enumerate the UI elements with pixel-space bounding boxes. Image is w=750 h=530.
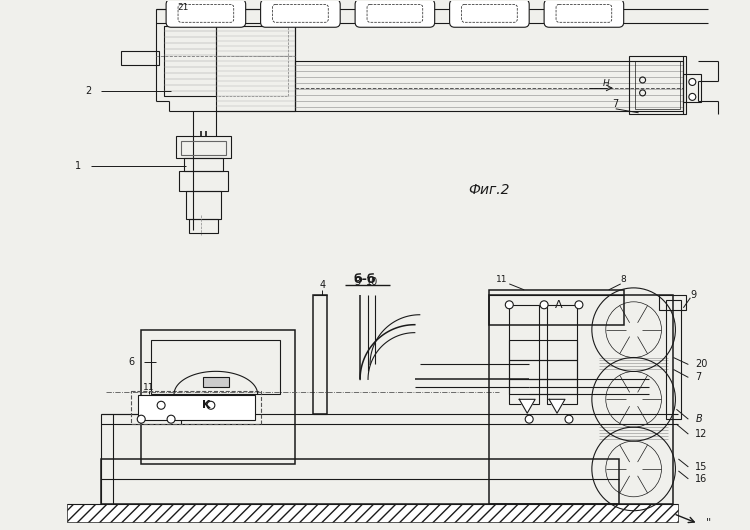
Bar [67, 504, 679, 522]
Circle shape [688, 78, 696, 85]
Bar [131, 391, 260, 424]
Bar [628, 56, 686, 114]
Bar [509, 359, 577, 379]
Bar [141, 330, 296, 464]
Text: 21: 21 [177, 3, 189, 12]
Text: 7: 7 [695, 373, 701, 383]
Circle shape [137, 415, 146, 423]
Circle shape [540, 301, 548, 309]
Text: 3: 3 [354, 277, 360, 287]
Bar [683, 74, 701, 102]
Bar [658, 295, 686, 310]
Circle shape [688, 93, 696, 100]
Text: 1: 1 [76, 161, 82, 171]
Text: 11: 11 [496, 276, 507, 285]
Bar [490, 295, 674, 503]
Circle shape [167, 415, 175, 423]
Text: K: K [202, 400, 210, 410]
Text: 10: 10 [366, 277, 378, 287]
Bar [164, 26, 216, 96]
Bar [181, 140, 226, 155]
Text: 6: 6 [128, 358, 134, 367]
Bar [186, 191, 220, 219]
Bar [490, 290, 624, 325]
Polygon shape [519, 399, 536, 413]
Text: Фиг.2: Фиг.2 [469, 183, 510, 197]
Bar [189, 219, 217, 233]
Polygon shape [549, 399, 565, 413]
Text: 2: 2 [86, 86, 92, 96]
Bar [509, 379, 577, 394]
Text: 9: 9 [690, 290, 697, 300]
Bar [203, 377, 229, 387]
Text: б-б: б-б [354, 273, 376, 286]
Bar [634, 61, 680, 109]
Bar [122, 51, 159, 65]
Text: 4: 4 [320, 280, 326, 290]
Circle shape [565, 415, 573, 423]
Bar [138, 395, 255, 420]
FancyBboxPatch shape [449, 0, 530, 27]
FancyBboxPatch shape [355, 0, 435, 27]
Bar [179, 172, 228, 191]
Bar [216, 26, 296, 111]
Circle shape [158, 401, 165, 409]
Text: 11: 11 [143, 383, 155, 392]
Text: A: A [555, 300, 562, 310]
FancyBboxPatch shape [544, 0, 624, 27]
Text: H: H [602, 80, 609, 89]
Bar [164, 26, 289, 96]
Text: 8: 8 [621, 276, 626, 285]
Bar [152, 340, 280, 394]
FancyBboxPatch shape [166, 0, 246, 27]
Bar [296, 61, 683, 111]
Bar [176, 136, 231, 157]
Text: B: B [695, 414, 702, 424]
Bar [509, 340, 577, 359]
Circle shape [207, 401, 214, 409]
Bar [184, 157, 223, 172]
Circle shape [575, 301, 583, 309]
Circle shape [506, 301, 513, 309]
Bar [547, 305, 577, 404]
Text: 12: 12 [695, 429, 708, 439]
Text: 15: 15 [695, 462, 708, 472]
FancyBboxPatch shape [260, 0, 340, 27]
Text: 20: 20 [695, 359, 708, 369]
Text: ": " [706, 517, 711, 527]
Bar [509, 305, 539, 404]
Circle shape [525, 415, 533, 423]
Text: 16: 16 [695, 474, 707, 484]
Text: 7: 7 [613, 99, 619, 109]
Bar [314, 295, 327, 414]
Bar [667, 300, 682, 419]
Bar [101, 459, 619, 504]
